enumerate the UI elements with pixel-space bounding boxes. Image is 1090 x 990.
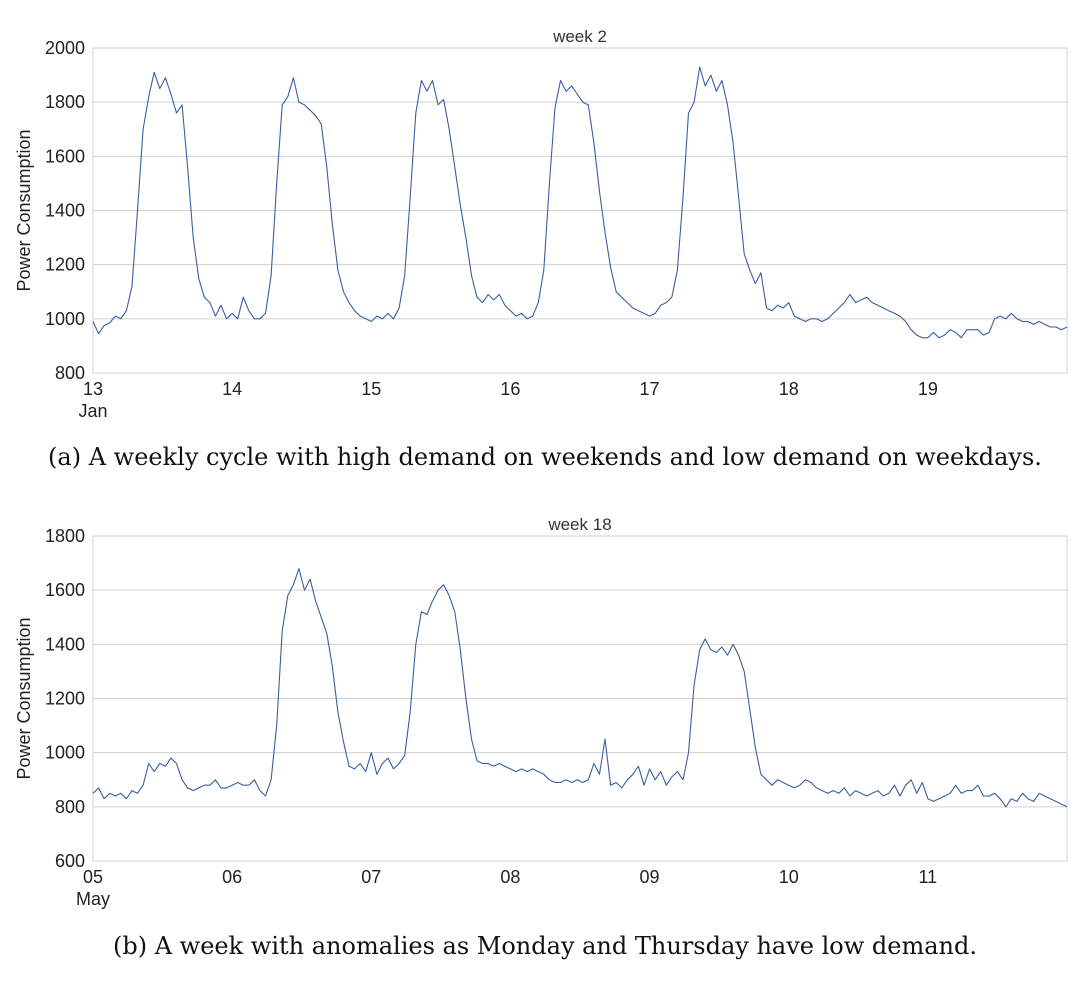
series-line (92, 567, 1068, 808)
y-tick-label: 600 (55, 851, 85, 871)
y-tick-label: 2000 (45, 38, 85, 58)
x-tick-sublabel: May (76, 889, 110, 909)
y-tick-label: 800 (55, 363, 85, 383)
plot-frame (92, 535, 1068, 862)
y-tick-label: 1800 (45, 92, 85, 112)
x-tick-label: 05 (83, 867, 103, 887)
x-tick-label: 15 (361, 379, 381, 399)
x-tick-label: 10 (779, 867, 799, 887)
y-tick-label: 1800 (45, 526, 85, 546)
y-tick-label: 1000 (45, 309, 85, 329)
x-tick-label: 06 (222, 867, 242, 887)
y-tick-label: 1200 (45, 689, 85, 709)
x-tick-label: 17 (640, 379, 660, 399)
x-tick-label: 18 (779, 379, 799, 399)
x-tick-label: 08 (500, 867, 520, 887)
chart-title: week 2 (552, 27, 607, 46)
y-tick-label: 800 (55, 797, 85, 817)
y-axis-label: Power Consumption (14, 617, 34, 779)
x-tick-label: 07 (361, 867, 381, 887)
series-line (92, 66, 1068, 339)
y-tick-label: 1600 (45, 580, 85, 600)
x-tick-label: 09 (640, 867, 660, 887)
y-tick-label: 1200 (45, 255, 85, 275)
caption-b: (b) A week with anomalies as Monday and … (113, 932, 977, 960)
y-tick-label: 1400 (45, 201, 85, 221)
x-tick-sublabel: Jan (78, 401, 107, 421)
y-axis-label: Power Consumption (14, 129, 34, 291)
caption-a: (a) A weekly cycle with high demand on w… (48, 443, 1042, 471)
chart-title: week 18 (547, 515, 611, 534)
x-tick-label: 16 (500, 379, 520, 399)
y-tick-label: 1400 (45, 634, 85, 654)
x-tick-label: 19 (918, 379, 938, 399)
x-tick-label: 11 (919, 867, 938, 887)
x-tick-label: 14 (222, 379, 242, 399)
y-tick-label: 1000 (45, 743, 85, 763)
plot-frame (92, 47, 1068, 374)
x-tick-label: 13 (83, 379, 103, 399)
y-tick-label: 1600 (45, 146, 85, 166)
